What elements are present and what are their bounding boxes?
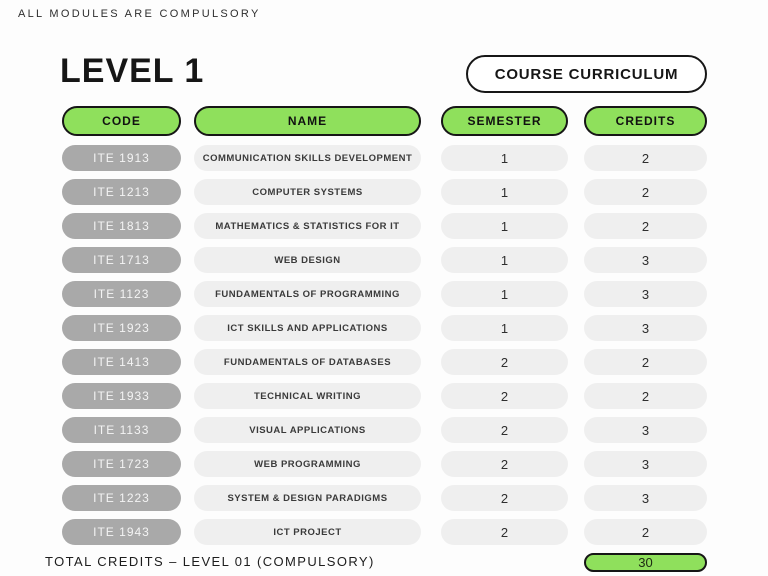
total-credits-label: TOTAL CREDITS – LEVEL 01 (COMPULSORY) [45, 554, 375, 569]
credits-pill: 3 [584, 485, 707, 511]
name-pill: WEB DESIGN [194, 247, 421, 273]
code-pill: ITE 1943 [62, 519, 181, 545]
course-curriculum-badge[interactable]: COURSE CURRICULUM [466, 55, 707, 93]
code-pill: ITE 1913 [62, 145, 181, 171]
table-row: ITE 1713 WEB DESIGN 1 3 [0, 247, 768, 273]
semester-pill: 1 [441, 145, 568, 171]
total-credits-value: 30 [584, 553, 707, 572]
credits-pill: 2 [584, 213, 707, 239]
table-row: ITE 1213 COMPUTER SYSTEMS 1 2 [0, 179, 768, 205]
name-pill: MATHEMATICS & STATISTICS FOR IT [194, 213, 421, 239]
code-pill: ITE 1723 [62, 451, 181, 477]
semester-pill: 1 [441, 179, 568, 205]
column-header-name: NAME [194, 106, 421, 136]
semester-pill: 2 [441, 519, 568, 545]
credits-pill: 3 [584, 417, 707, 443]
credits-pill: 3 [584, 451, 707, 477]
semester-pill: 2 [441, 349, 568, 375]
code-pill: ITE 1923 [62, 315, 181, 341]
semester-pill: 1 [441, 281, 568, 307]
code-pill: ITE 1213 [62, 179, 181, 205]
column-header-credits: CREDITS [584, 106, 707, 136]
table-row: ITE 1913 COMMUNICATION SKILLS DEVELOPMEN… [0, 145, 768, 171]
name-pill: SYSTEM & DESIGN PARADIGMS [194, 485, 421, 511]
code-pill: ITE 1223 [62, 485, 181, 511]
code-pill: ITE 1933 [62, 383, 181, 409]
page-title: LEVEL 1 [60, 52, 205, 90]
semester-pill: 1 [441, 315, 568, 341]
name-pill: ICT SKILLS AND APPLICATIONS [194, 315, 421, 341]
semester-pill: 1 [441, 247, 568, 273]
credits-pill: 3 [584, 281, 707, 307]
code-pill: ITE 1413 [62, 349, 181, 375]
table-header-row: CODE NAME SEMESTER CREDITS [0, 106, 768, 136]
credits-pill: 2 [584, 145, 707, 171]
credits-pill: 2 [584, 349, 707, 375]
table-row: ITE 1133 VISUAL APPLICATIONS 2 3 [0, 417, 768, 443]
code-pill: ITE 1713 [62, 247, 181, 273]
top-note: ALL MODULES ARE COMPULSORY [18, 8, 261, 20]
table-row: ITE 1413 FUNDAMENTALS OF DATABASES 2 2 [0, 349, 768, 375]
table-row: ITE 1723 WEB PROGRAMMING 2 3 [0, 451, 768, 477]
name-pill: TECHNICAL WRITING [194, 383, 421, 409]
semester-pill: 2 [441, 451, 568, 477]
credits-pill: 3 [584, 315, 707, 341]
name-pill: ICT PROJECT [194, 519, 421, 545]
semester-pill: 2 [441, 485, 568, 511]
semester-pill: 2 [441, 417, 568, 443]
credits-pill: 3 [584, 247, 707, 273]
code-pill: ITE 1813 [62, 213, 181, 239]
table-row: ITE 1943 ICT PROJECT 2 2 [0, 519, 768, 545]
column-header-code: CODE [62, 106, 181, 136]
credits-pill: 2 [584, 179, 707, 205]
curriculum-table: CODE NAME SEMESTER CREDITS ITE 1913 COMM… [0, 106, 768, 553]
name-pill: VISUAL APPLICATIONS [194, 417, 421, 443]
name-pill: COMPUTER SYSTEMS [194, 179, 421, 205]
semester-pill: 2 [441, 383, 568, 409]
table-row: ITE 1223 SYSTEM & DESIGN PARADIGMS 2 3 [0, 485, 768, 511]
name-pill: WEB PROGRAMMING [194, 451, 421, 477]
code-pill: ITE 1123 [62, 281, 181, 307]
table-row: ITE 1813 MATHEMATICS & STATISTICS FOR IT… [0, 213, 768, 239]
code-pill: ITE 1133 [62, 417, 181, 443]
table-row: ITE 1923 ICT SKILLS AND APPLICATIONS 1 3 [0, 315, 768, 341]
name-pill: COMMUNICATION SKILLS DEVELOPMENT [194, 145, 421, 171]
name-pill: FUNDAMENTALS OF PROGRAMMING [194, 281, 421, 307]
column-header-semester: SEMESTER [441, 106, 568, 136]
table-row: ITE 1933 TECHNICAL WRITING 2 2 [0, 383, 768, 409]
credits-pill: 2 [584, 383, 707, 409]
table-row: ITE 1123 FUNDAMENTALS OF PROGRAMMING 1 3 [0, 281, 768, 307]
credits-pill: 2 [584, 519, 707, 545]
semester-pill: 1 [441, 213, 568, 239]
name-pill: FUNDAMENTALS OF DATABASES [194, 349, 421, 375]
